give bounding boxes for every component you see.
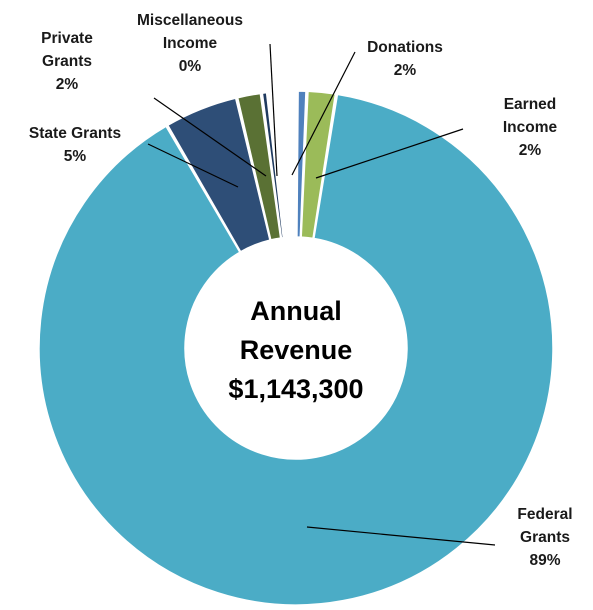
slice-label-line: State Grants — [29, 125, 121, 142]
leader-line-donations — [291, 51, 356, 176]
center-label-line-2: Revenue — [240, 335, 353, 365]
slice-state-grants — [166, 97, 271, 253]
slice-label-line: Income — [503, 119, 558, 136]
slice-donations — [296, 90, 307, 238]
slice-label-federal-grants: Federal Grants 89% — [517, 506, 572, 569]
leader-line-private-grants — [153, 97, 267, 177]
slice-label-donations: Donations 2% — [367, 39, 443, 79]
leader-lines-layer — [147, 43, 496, 546]
leader-line-miscellaneous-income — [269, 43, 278, 177]
slice-label-line: Income — [163, 35, 218, 52]
slices-layer — [38, 90, 554, 606]
slice-label-state-grants: State Grants 5% — [29, 125, 121, 165]
slice-label-line: 89% — [529, 552, 560, 569]
slice-label-line: 0% — [179, 58, 202, 75]
slice-label-line: 5% — [64, 148, 87, 165]
center-label: Annual Revenue $1,143,300 — [228, 296, 363, 404]
slice-federal-grants — [38, 93, 554, 606]
slice-label-line: Grants — [520, 529, 570, 546]
slice-label-earned-income: Earned Income 2% — [503, 96, 558, 159]
slice-earned-income — [300, 90, 337, 240]
leader-line-state-grants — [147, 143, 239, 188]
slice-label-line: Private — [41, 30, 93, 47]
slice-label-miscellaneous-income: Miscellaneous Income 0% — [137, 12, 243, 75]
slice-label-line: 2% — [519, 142, 542, 159]
slice-label-line: 2% — [394, 62, 417, 79]
leader-line-federal-grants — [306, 526, 496, 546]
slice-label-line: Earned — [504, 96, 557, 113]
slice-miscellaneous-income — [261, 91, 285, 239]
slice-label-line: Miscellaneous — [137, 12, 243, 29]
slice-label-private-grants: Private Grants 2% — [41, 30, 93, 93]
center-label-line-3: $1,143,300 — [228, 374, 363, 404]
leader-line-earned-income — [315, 128, 464, 179]
slice-labels-layer: Donations 2% Earned Income 2% Federal Grants 89… — [29, 12, 573, 569]
center-label-line-1: Annual — [250, 296, 342, 326]
slice-label-line: 2% — [56, 76, 79, 93]
slice-private-grants — [236, 92, 282, 241]
slice-label-line: Grants — [42, 53, 92, 70]
slice-label-line: Federal — [517, 506, 572, 523]
slice-label-line: Donations — [367, 39, 443, 56]
